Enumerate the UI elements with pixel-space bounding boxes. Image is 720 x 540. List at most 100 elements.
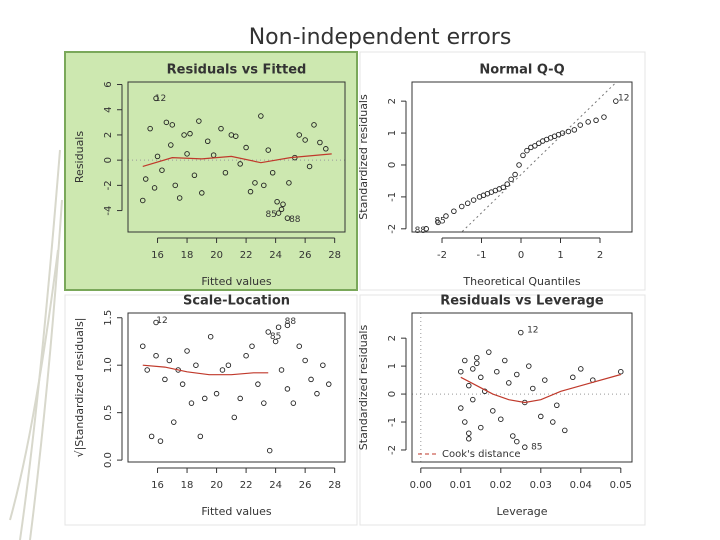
point [163, 119, 170, 126]
slide-title: Non-independent errors [249, 25, 512, 50]
plot-panel: Residuals vs Fitted Fitted values Residual… [64, 51, 358, 291]
y-axis-label: √|Standardized residuals| [73, 318, 86, 458]
point [179, 381, 186, 387]
smooth-line [142, 364, 269, 376]
point [286, 180, 292, 186]
point [500, 184, 506, 191]
x-tick-label: 2 [597, 250, 603, 261]
point [176, 195, 183, 201]
point [181, 132, 187, 138]
y-tick-label: -1 [387, 192, 398, 202]
y-tick-label: 2 [387, 98, 398, 104]
x-tick-label: 26 [299, 480, 312, 491]
x-tick-label: 0.05 [610, 480, 632, 491]
y-axis-label: Standardized residuals [357, 325, 370, 451]
point [530, 385, 536, 392]
point [458, 368, 464, 375]
point [601, 114, 607, 120]
x-tick-label: 22 [240, 480, 253, 491]
point [252, 180, 258, 186]
y-tick-label: 1.0 [103, 357, 114, 373]
x-tick-label: 0.00 [410, 480, 432, 491]
point [151, 185, 158, 191]
point [233, 133, 239, 139]
point [514, 438, 520, 445]
y-tick-label: 4 [103, 107, 114, 113]
y-tick-label: -1 [387, 417, 398, 427]
point [275, 324, 282, 330]
point [153, 352, 159, 359]
point [172, 182, 178, 189]
plot-area [128, 95, 345, 221]
point [148, 433, 155, 440]
point [142, 176, 149, 182]
plot-panel: Residuals vs Leverage Leverage Standardize… [357, 294, 646, 526]
point [478, 374, 484, 381]
point [231, 414, 238, 421]
point [458, 405, 464, 411]
x-tick-label: 0.04 [570, 480, 592, 491]
point [258, 113, 264, 119]
point [443, 213, 449, 219]
panel-background [359, 51, 646, 291]
point [157, 438, 164, 444]
y-axis-label: Residuals [73, 131, 86, 183]
point [184, 151, 190, 157]
x-axis-label: Fitted values [201, 275, 272, 288]
point [219, 367, 226, 373]
point [508, 176, 514, 183]
point [265, 329, 271, 335]
feather [19, 149, 61, 540]
plot-area [423, 82, 619, 232]
point [140, 343, 146, 349]
point [490, 408, 496, 414]
point [494, 368, 500, 375]
y-tick-label: 0 [103, 157, 114, 163]
point [147, 125, 153, 132]
point [474, 360, 480, 367]
point [280, 201, 286, 208]
point [435, 219, 441, 226]
x-tick-label: 24 [269, 250, 282, 261]
point [302, 357, 308, 364]
point [272, 338, 279, 345]
point [577, 122, 584, 128]
point [618, 368, 624, 375]
point [613, 98, 619, 104]
point [222, 170, 229, 176]
point [542, 377, 548, 383]
point [514, 371, 520, 378]
qq-line [461, 82, 618, 232]
point-label: 88 [289, 215, 301, 225]
point [502, 357, 508, 364]
point-label: 12 [527, 325, 538, 335]
point [470, 197, 477, 203]
plot-panel: Normal Q-Q Theoretical Quantiles Standardi… [357, 51, 646, 291]
x-tick-label: 0.03 [530, 480, 552, 491]
x-axis-label: Fitted values [201, 505, 272, 518]
y-tick-label: 0.5 [103, 405, 114, 421]
y-tick-label: 6 [103, 81, 114, 87]
x-tick-label: 18 [181, 480, 194, 491]
point [459, 203, 465, 210]
feather [9, 249, 59, 521]
y-axis-label: Standardized residuals [357, 94, 370, 220]
point [466, 430, 472, 436]
point-label: 85 [531, 443, 542, 453]
point [213, 390, 220, 397]
chart-title: Scale-Location [183, 294, 290, 309]
point [504, 181, 510, 187]
point [284, 322, 291, 329]
point [474, 354, 480, 361]
point [275, 210, 282, 216]
point [159, 167, 165, 173]
legend-label: Cook's distance [442, 449, 521, 460]
x-tick-label: 20 [210, 480, 223, 491]
panel-background [64, 294, 358, 526]
point [153, 319, 159, 326]
y-tick-label: -4 [103, 206, 114, 216]
point [237, 395, 243, 402]
point [278, 367, 285, 373]
plot-panel: Scale-Location Fitted values √|Standardize… [64, 294, 358, 526]
point [187, 130, 193, 137]
